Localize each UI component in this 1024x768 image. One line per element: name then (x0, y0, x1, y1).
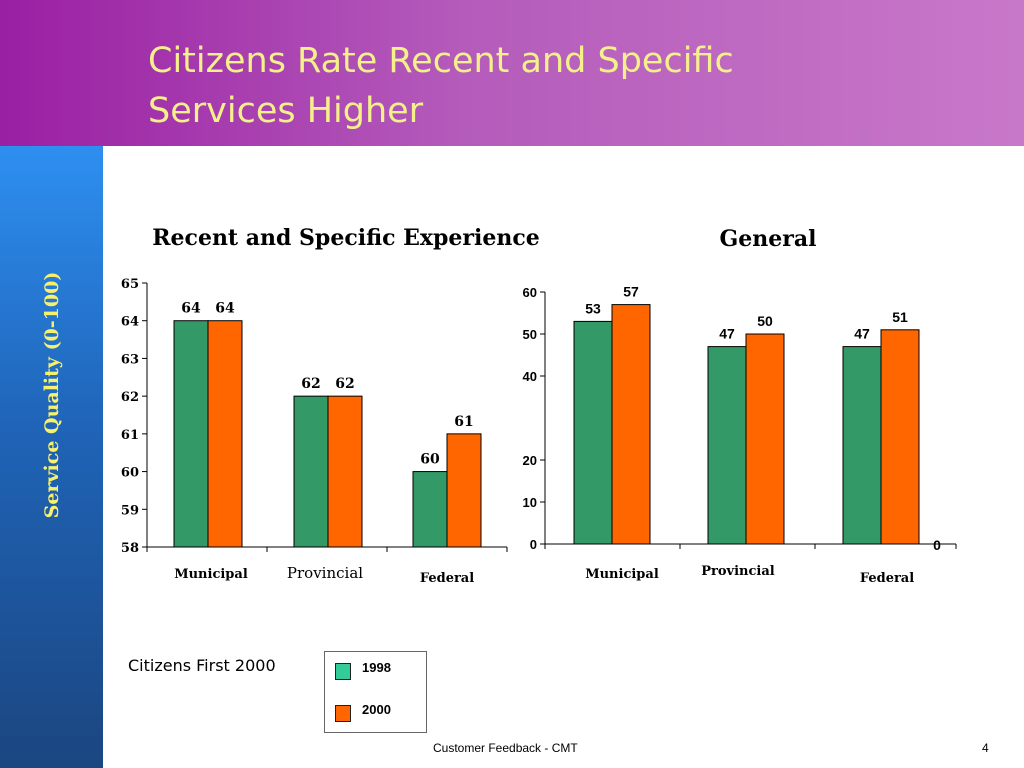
category-label-general-provincial: Provincial (701, 564, 775, 579)
bar-general-provincial-2000 (745, 333, 785, 545)
y-tick-label-recent: 59 (121, 503, 139, 518)
bar-general-municipal-1998 (573, 320, 613, 545)
bar-recent-municipal-1998 (173, 320, 209, 548)
y-tick-label-recent: 60 (121, 466, 139, 481)
category-label-recent-federal: Federal (420, 571, 474, 586)
bar-general-federal-1998 (842, 346, 882, 545)
category-label-recent-municipal: Municipal (174, 567, 248, 582)
bar-recent-federal-1998 (412, 471, 448, 548)
y-tick-label-recent: 58 (121, 541, 139, 556)
data-label-general-municipal-2000: 57 (623, 284, 639, 300)
y-tick-label-recent: 61 (121, 428, 139, 443)
legend: 1998 2000 (324, 651, 427, 733)
category-label-recent-provincial: Provincial (287, 564, 363, 582)
data-label-recent-federal-2000: 61 (454, 414, 473, 430)
data-label-general-provincial-1998: 47 (719, 326, 735, 342)
bar-recent-federal-2000 (446, 433, 482, 548)
slide-title-line-2: Services Higher (148, 91, 424, 131)
bar-general-municipal-2000 (611, 304, 651, 545)
data-label-general-municipal-1998: 53 (585, 300, 601, 316)
bar-recent-provincial-2000 (327, 395, 363, 548)
y-tick-label-recent: 64 (121, 315, 139, 330)
source-note: Citizens First 2000 (128, 656, 276, 675)
sidebar-band (0, 146, 103, 768)
y-tick-label-general: 10 (523, 495, 537, 510)
category-label-general-municipal: Municipal (585, 567, 659, 582)
data-label-general-federal-2000: 51 (892, 309, 908, 325)
slide-title-line-1: Citizens Rate Recent and Specific (148, 41, 734, 81)
y-tick-label-general: 0 (530, 537, 537, 552)
data-label-general-provincial-2000: 50 (757, 313, 773, 329)
legend-swatch-1998 (335, 663, 351, 680)
legend-label-1998: 1998 (362, 660, 391, 675)
data-label-general-federal-1998: 47 (854, 326, 870, 342)
data-label-recent-provincial-1998: 62 (301, 376, 320, 392)
bar-recent-provincial-1998 (293, 395, 329, 548)
bar-general-provincial-1998 (707, 346, 747, 545)
y-tick-label-recent: 63 (121, 352, 139, 367)
data-label-recent-municipal-1998: 64 (181, 301, 201, 317)
chart-title-recent: Recent and Specific Experience (152, 225, 539, 251)
page-number: 4 (982, 741, 989, 755)
data-label-recent-provincial-2000: 62 (335, 376, 354, 392)
legend-swatch-2000 (335, 705, 351, 722)
legend-label-2000: 2000 (362, 702, 391, 717)
y-tick-label-recent: 65 (121, 277, 139, 292)
data-label-recent-federal-1998: 60 (420, 452, 440, 468)
data-label-recent-municipal-2000: 64 (215, 301, 235, 317)
y-tick-label-general: 40 (523, 369, 537, 384)
y-tick-label-general: 60 (523, 285, 537, 300)
category-label-general-federal: Federal (860, 571, 914, 586)
bar-general-federal-2000 (880, 329, 920, 545)
title-banner: Citizens Rate Recent and Specific Servic… (0, 0, 1024, 146)
y-tick-label-recent: 62 (121, 390, 139, 405)
y-tick-label-general: 50 (523, 327, 537, 342)
bar-recent-municipal-2000 (207, 320, 243, 548)
chart-title-general: General (720, 226, 817, 252)
stray-label-general: 0 (933, 537, 941, 553)
y-tick-label-general: 20 (523, 453, 537, 468)
footer-text: Customer Feedback - CMT (433, 741, 578, 755)
slide-title: Citizens Rate Recent and Specific Servic… (148, 36, 908, 136)
